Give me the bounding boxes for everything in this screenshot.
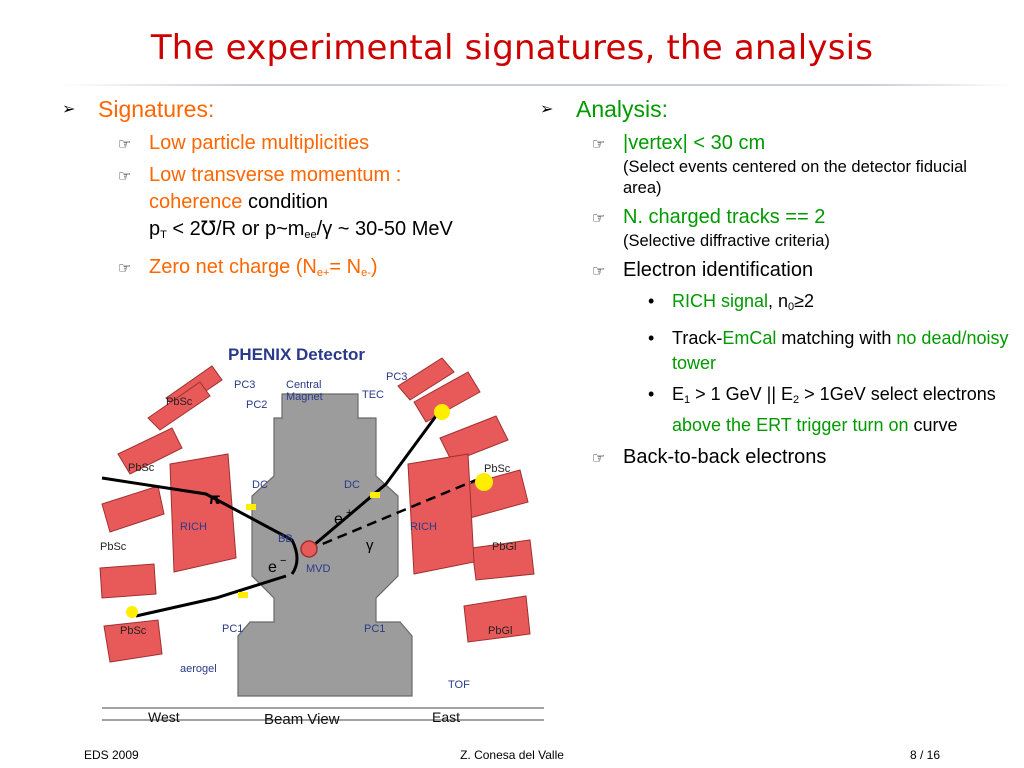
svg-text:aerogel: aerogel bbox=[180, 663, 217, 675]
analysis-item: ☞ Back-to-back electrons bbox=[592, 444, 1010, 471]
svg-text:PC1: PC1 bbox=[364, 623, 385, 635]
item-note: (Select events centered on the detector … bbox=[623, 158, 967, 197]
svg-text:PC3: PC3 bbox=[234, 379, 255, 391]
svg-text:DC: DC bbox=[344, 479, 360, 491]
svg-text:RICH: RICH bbox=[410, 521, 437, 533]
footer-event: EDS 2009 bbox=[84, 748, 139, 762]
signature-item: ☞ Low transverse momentum : coherence co… bbox=[118, 164, 453, 241]
svg-text:PbGl: PbGl bbox=[492, 541, 516, 553]
svg-text:PbSc: PbSc bbox=[128, 462, 155, 474]
dot-bullet-icon: • bbox=[648, 291, 655, 311]
dot-bullet-icon: • bbox=[648, 384, 655, 404]
figure-title: PHENIX Detector bbox=[228, 345, 365, 364]
svg-text:West: West bbox=[148, 709, 180, 725]
signatures-heading-text: Signatures: bbox=[98, 96, 215, 122]
vertex-marker bbox=[300, 540, 318, 558]
svg-text:γ: γ bbox=[366, 537, 374, 554]
east-pbsc-top bbox=[413, 371, 481, 423]
svg-text:PbSc: PbSc bbox=[120, 625, 147, 637]
svg-text:MVD: MVD bbox=[306, 563, 331, 575]
svg-text:Magnet: Magnet bbox=[286, 391, 323, 403]
analysis-item: ☞ Electron identification bbox=[592, 257, 1010, 284]
svg-text:PbGl: PbGl bbox=[488, 625, 512, 637]
phenix-detector-diagram: PHENIX Detector bbox=[96, 336, 550, 732]
svg-text:TEC: TEC bbox=[362, 389, 384, 401]
pion-track bbox=[101, 476, 299, 575]
arrow-bullet-icon: ➢ bbox=[540, 101, 554, 118]
pt-formula: pT < 2℧/R or p~mee/γ ~ 30-50 MeV bbox=[149, 218, 453, 241]
slide-title: The experimental signatures, the analysi… bbox=[150, 28, 874, 68]
analysis-heading-text: Analysis: bbox=[576, 96, 669, 122]
svg-text:RICH: RICH bbox=[180, 521, 207, 533]
signature-item: ☞ Low particle multiplicities bbox=[118, 130, 552, 157]
svg-text:PbSc: PbSc bbox=[484, 463, 511, 475]
title-divider bbox=[60, 84, 1010, 86]
detector-hits bbox=[126, 404, 493, 618]
svg-text:−: − bbox=[280, 555, 286, 567]
footer-author: Z. Conesa del Valle bbox=[460, 748, 564, 762]
central-magnet bbox=[237, 393, 413, 697]
east-arm bbox=[397, 357, 535, 643]
svg-text:PbSc: PbSc bbox=[100, 541, 127, 553]
svg-text:PC1: PC1 bbox=[222, 623, 243, 635]
svg-text:+: + bbox=[346, 507, 352, 519]
hand-pointer-bullet-icon: ☞ bbox=[118, 168, 132, 185]
dot-bullet-icon: • bbox=[648, 328, 655, 348]
hand-pointer-bullet-icon: ☞ bbox=[118, 136, 132, 153]
electron-id-subitem: • E1 > 1 GeV || E2 > 1GeV select electro… bbox=[648, 384, 996, 435]
signatures-column: ➢ Signatures: ☞ Low particle multiplicit… bbox=[62, 94, 552, 292]
svg-text:TOF: TOF bbox=[448, 679, 470, 691]
hand-pointer-bullet-icon: ☞ bbox=[592, 136, 606, 153]
svg-text:BB: BB bbox=[278, 533, 293, 545]
west-rich bbox=[169, 453, 237, 573]
signatures-heading: ➢ Signatures: bbox=[62, 94, 552, 124]
hand-pointer-bullet-icon: ☞ bbox=[592, 263, 606, 280]
analysis-item: ☞ N. charged tracks == 2 (Selective diff… bbox=[592, 204, 1010, 252]
west-pbsc-top bbox=[147, 381, 211, 431]
electron-id-subitem: • Track-EmCal matching with no dead/nois… bbox=[648, 328, 1009, 373]
analysis-column: ➢ Analysis: ☞ |vertex| < 30 cm (Select e… bbox=[540, 94, 1010, 476]
west-arm bbox=[99, 365, 237, 663]
svg-text:PC3: PC3 bbox=[386, 371, 407, 383]
svg-text:DC: DC bbox=[252, 479, 268, 491]
svg-text:π: π bbox=[208, 491, 220, 508]
analysis-heading: ➢ Analysis: bbox=[540, 94, 1010, 124]
analysis-item: ☞ |vertex| < 30 cm (Select events center… bbox=[592, 130, 1010, 199]
svg-text:e: e bbox=[334, 511, 343, 528]
arrow-bullet-icon: ➢ bbox=[62, 101, 76, 118]
east-pbgl bbox=[471, 539, 535, 581]
svg-text:PbSc: PbSc bbox=[166, 396, 193, 408]
item-note: (Selective diffractive criteria) bbox=[623, 232, 830, 250]
svg-text:Central: Central bbox=[286, 379, 321, 391]
east-rich bbox=[407, 453, 475, 575]
svg-text:PC2: PC2 bbox=[246, 399, 267, 411]
signature-item: ☞ Zero net charge (Ne+= Ne-) bbox=[118, 254, 552, 287]
electron-track bbox=[135, 574, 287, 618]
hand-pointer-bullet-icon: ☞ bbox=[118, 260, 132, 277]
phenix-detector-figure: PHENIX Detector bbox=[96, 336, 550, 732]
electron-id-subitem: • RICH signal, n0≥2 bbox=[648, 291, 815, 313]
svg-text:Beam View: Beam View bbox=[264, 711, 340, 728]
positron-track bbox=[307, 415, 438, 552]
footer-page-number: 8 / 16 bbox=[909, 748, 940, 762]
hand-pointer-bullet-icon: ☞ bbox=[592, 450, 606, 467]
photon-track bbox=[307, 478, 477, 552]
svg-text:e: e bbox=[268, 559, 277, 576]
svg-text:East: East bbox=[432, 709, 460, 725]
hand-pointer-bullet-icon: ☞ bbox=[592, 210, 606, 227]
